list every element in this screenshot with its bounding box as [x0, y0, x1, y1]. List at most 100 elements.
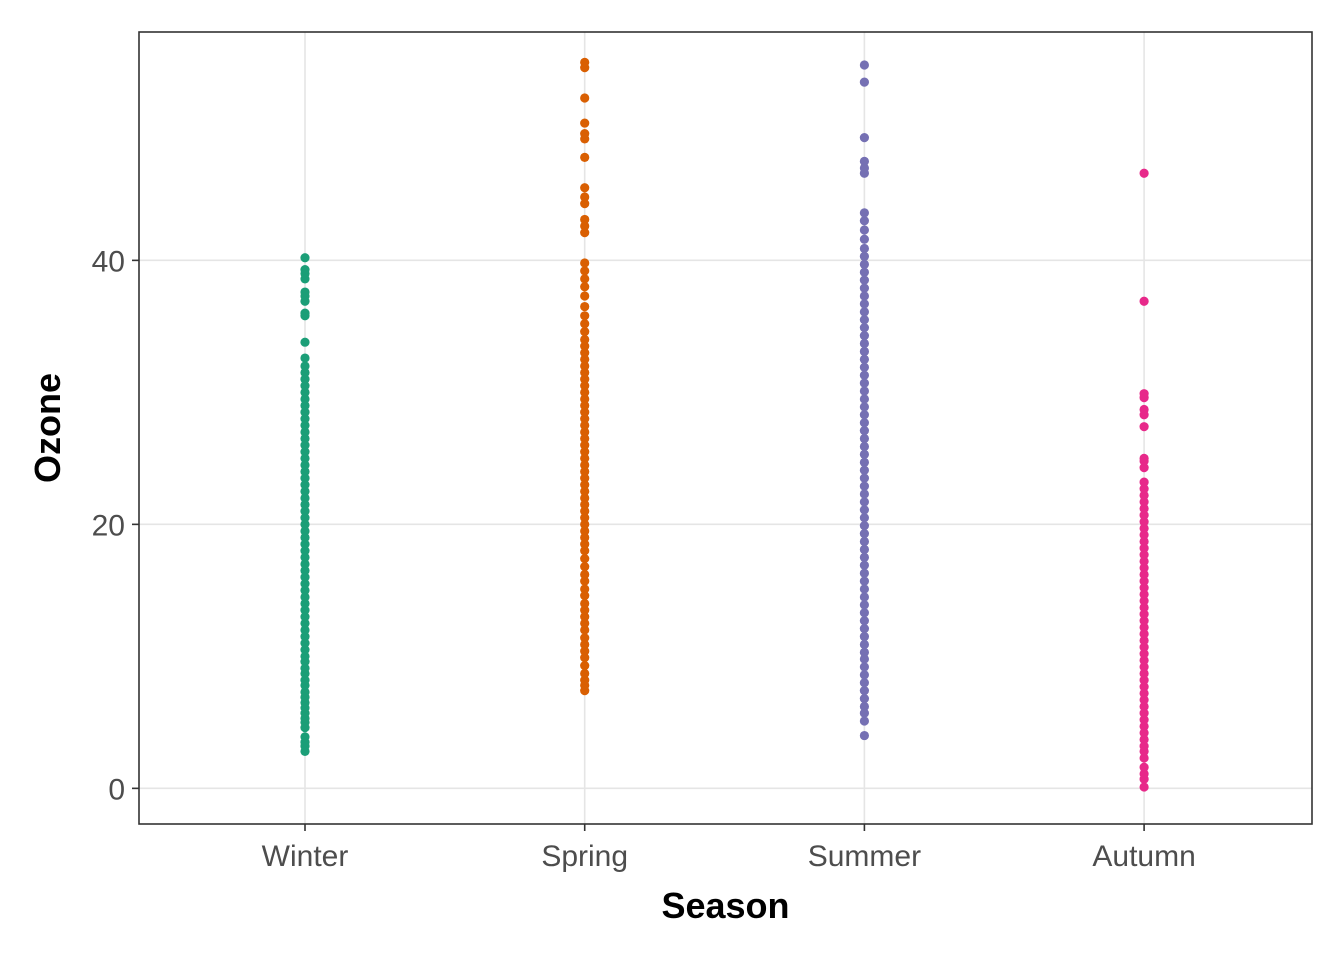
data-point: [300, 420, 310, 430]
data-point: [859, 708, 870, 718]
plot-panel-border: [138, 31, 1313, 825]
data-point: [859, 394, 870, 404]
x-axis-title: Season: [661, 885, 789, 926]
data-point: [1139, 708, 1149, 718]
data-point: [580, 258, 590, 268]
data-point: [300, 414, 310, 424]
data-point: [859, 216, 870, 226]
data-point: [1139, 662, 1149, 672]
data-point: [580, 639, 590, 650]
data-point: [859, 678, 870, 688]
data-point: [1139, 569, 1149, 580]
data-point: [1139, 543, 1149, 553]
data-point: [859, 426, 870, 436]
data-point: [300, 592, 310, 602]
data-point: [580, 414, 590, 424]
data-point: [1139, 596, 1149, 606]
data-point: [1139, 762, 1149, 772]
data-point: [300, 337, 310, 347]
data-point: [580, 57, 590, 67]
data-point: [859, 639, 870, 650]
data-point: [300, 605, 310, 615]
data-point: [859, 156, 870, 166]
data-point: [859, 584, 870, 594]
axis-ticks: [132, 259, 1145, 831]
data-point: [580, 433, 590, 444]
data-point: [580, 381, 590, 391]
data-point: [300, 374, 310, 384]
data-point: [580, 546, 590, 556]
data-point: [580, 493, 590, 503]
data-point: [1139, 616, 1149, 626]
data-point: [580, 539, 590, 549]
data-point: [300, 513, 310, 523]
data-point: [300, 519, 310, 529]
data-point: [859, 251, 870, 261]
data-point: [300, 361, 310, 371]
data-point: [1139, 510, 1149, 520]
data-point: [859, 662, 870, 672]
data-point: [859, 481, 870, 491]
x-tick-label: Spring: [541, 840, 628, 873]
data-point: [580, 440, 590, 450]
data-point: [300, 466, 310, 477]
data-point: [859, 576, 870, 586]
data-point: [580, 532, 590, 543]
data-point: [300, 381, 310, 391]
data-point: [580, 675, 590, 685]
data-point: [580, 499, 590, 510]
data-point: [859, 568, 870, 578]
y-tick-label: 40: [92, 245, 125, 278]
data-point: [580, 183, 590, 193]
data-point: [300, 506, 310, 516]
data-point: [859, 163, 870, 173]
data-point: [580, 427, 590, 437]
data-point: [1139, 701, 1149, 712]
data-point: [859, 323, 870, 333]
data-point: [580, 348, 590, 358]
data-point: [300, 287, 310, 297]
data-point: [859, 654, 870, 664]
data-point: [859, 513, 870, 523]
data-point: [300, 427, 310, 437]
data-point: [580, 453, 590, 463]
data-point: [1139, 453, 1149, 463]
data-point: [300, 675, 310, 685]
tick-labels: 0 20 40 Winter Spring Summer Autumn: [92, 245, 1196, 873]
data-point: [300, 353, 310, 363]
data-point: [580, 519, 590, 529]
data-point: [300, 308, 310, 318]
data-point: [859, 631, 870, 642]
data-point: [859, 544, 870, 555]
data-point: [580, 653, 590, 663]
data-point: [580, 554, 590, 564]
data-point: [580, 152, 590, 162]
data-point: [300, 651, 310, 661]
data-point: [1139, 695, 1149, 705]
data-point: [1139, 682, 1149, 692]
data-point: [580, 327, 590, 337]
data-point: [859, 378, 870, 388]
data-point: [300, 546, 310, 556]
data-point: [859, 505, 870, 515]
data-point: [1139, 550, 1149, 560]
data-point: [580, 301, 590, 312]
data-point: [1139, 741, 1149, 751]
data-point: [859, 441, 870, 452]
data-point: [1139, 782, 1149, 792]
data-point: [859, 354, 870, 364]
data-point: [859, 670, 870, 680]
data-point: [859, 225, 870, 235]
data-point: [580, 473, 590, 483]
data-point: [300, 253, 310, 263]
data-point: [300, 579, 310, 589]
data-point: [859, 60, 870, 70]
data-point: [1139, 655, 1149, 665]
data-point: [300, 473, 310, 483]
data-point: [580, 228, 590, 238]
data-point: [859, 402, 870, 412]
data-point: [580, 400, 590, 411]
data-point: [580, 387, 590, 397]
data-point: [1139, 517, 1149, 527]
